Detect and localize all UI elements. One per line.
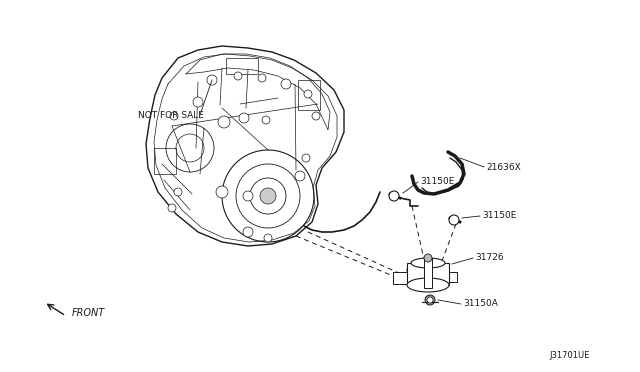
Circle shape — [427, 297, 433, 303]
Text: NOT FOR SALE: NOT FOR SALE — [138, 112, 204, 121]
Ellipse shape — [411, 258, 445, 268]
Bar — [298, 80, 320, 110]
Text: 31150E: 31150E — [420, 177, 454, 186]
Bar — [447, 272, 457, 282]
Circle shape — [258, 74, 266, 82]
Circle shape — [234, 72, 242, 80]
Circle shape — [295, 171, 305, 181]
Circle shape — [243, 227, 253, 237]
Circle shape — [424, 254, 432, 262]
Circle shape — [302, 154, 310, 162]
Circle shape — [216, 186, 228, 198]
Circle shape — [193, 97, 203, 107]
Circle shape — [218, 116, 230, 128]
Text: 31150E: 31150E — [482, 212, 516, 221]
Circle shape — [239, 113, 249, 123]
Circle shape — [449, 215, 459, 225]
Circle shape — [168, 204, 176, 212]
Bar — [407, 263, 449, 285]
Circle shape — [243, 191, 253, 201]
Circle shape — [281, 79, 291, 89]
Text: J31701UE: J31701UE — [550, 352, 590, 360]
Circle shape — [389, 191, 399, 201]
Circle shape — [304, 90, 312, 98]
Bar — [226, 58, 258, 74]
Text: 31726: 31726 — [475, 253, 504, 263]
Ellipse shape — [407, 263, 449, 277]
Polygon shape — [146, 46, 344, 246]
Circle shape — [262, 116, 270, 124]
Circle shape — [170, 112, 178, 120]
Circle shape — [260, 188, 276, 204]
Bar — [424, 258, 432, 288]
Circle shape — [207, 75, 217, 85]
Circle shape — [312, 112, 320, 120]
Circle shape — [174, 188, 182, 196]
Bar — [154, 148, 176, 174]
Text: 31150A: 31150A — [463, 299, 498, 308]
Text: FRONT: FRONT — [72, 308, 105, 318]
Circle shape — [425, 295, 435, 305]
Ellipse shape — [407, 278, 449, 292]
Circle shape — [264, 234, 272, 242]
Bar — [393, 272, 409, 284]
Text: 21636X: 21636X — [486, 163, 521, 171]
